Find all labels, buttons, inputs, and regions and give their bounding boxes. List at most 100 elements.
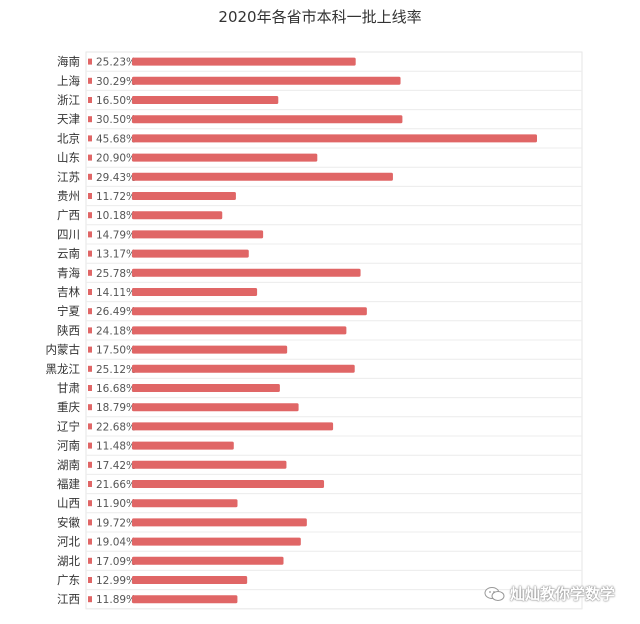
value-label: 45.68% [96,133,136,145]
bar [132,595,238,604]
bar [132,134,537,143]
value-label: 24.18% [96,325,136,337]
bar-marker [88,423,92,430]
category-label: 贵州 [57,189,80,203]
category-label: 福建 [57,477,80,491]
value-label: 25.12% [96,364,136,376]
bar [132,345,288,354]
bar [132,268,361,277]
bar-marker [88,557,92,564]
category-label: 重庆 [57,400,80,414]
value-label: 13.17% [96,249,136,261]
bar-marker [88,308,92,315]
value-label: 29.43% [96,172,136,184]
bar-marker [88,538,92,545]
bar-marker [88,346,92,353]
bar-marker [88,231,92,238]
bar-marker [88,154,92,161]
category-label: 广西 [57,208,80,222]
category-label: 湖南 [57,458,80,472]
bar-marker [88,461,92,468]
bar [132,403,299,412]
bar [132,364,355,373]
category-label: 山西 [57,496,80,510]
bar-marker [88,385,92,391]
category-label: 江苏 [57,170,80,184]
category-label: 天津 [57,112,80,126]
bar [132,211,223,220]
category-label: 广东 [57,573,80,587]
value-label: 22.68% [96,421,136,433]
value-label: 17.09% [96,556,136,568]
bar-marker [88,135,92,142]
value-label: 20.90% [96,153,136,165]
bar-marker [88,500,92,507]
bar [132,556,284,565]
bar-marker [88,116,92,123]
value-label: 14.79% [96,229,136,241]
value-label: 25.23% [96,57,136,69]
bar [132,115,403,124]
category-label: 四川 [57,227,80,241]
category-label: 吉林 [57,285,80,299]
bar [132,441,234,450]
watermark: 灿灿教你学数学 [484,583,615,604]
category-label: 安徽 [57,515,80,529]
value-label: 16.50% [96,95,136,107]
watermark-text: 灿灿教你学数学 [510,585,616,603]
value-label: 17.50% [96,345,136,357]
value-label: 10.18% [96,210,136,222]
bar [132,460,287,469]
category-label: 陕西 [57,323,80,337]
bar [132,307,367,316]
value-label: 30.50% [96,114,136,126]
bar [132,422,334,431]
category-label: 北京 [57,131,80,145]
value-label: 11.89% [96,594,136,606]
bar-marker [88,212,92,219]
bar-marker [88,365,92,372]
value-label: 12.99% [96,575,136,587]
category-label: 河南 [57,439,80,453]
value-label: 14.11% [96,287,136,299]
category-label: 宁夏 [57,304,80,318]
bar [132,518,307,527]
bar-marker [88,327,92,334]
category-label: 甘肃 [57,381,80,395]
category-label: 黑龙江 [46,362,81,376]
bar [132,76,401,85]
bar-marker [88,596,92,603]
category-label: 浙江 [57,93,80,107]
bar-marker [88,58,92,65]
value-label: 19.04% [96,537,136,549]
bar [132,249,249,258]
bar-marker [88,269,92,276]
bar-marker [88,289,92,295]
value-label: 21.66% [96,479,136,491]
bar-marker [88,97,92,103]
value-label: 18.79% [96,402,136,414]
bar [132,172,393,181]
category-label: 河北 [57,535,80,549]
bar [132,96,279,104]
bar [132,576,248,584]
value-label: 11.48% [96,441,136,453]
bar-marker [88,577,92,583]
bar-marker [88,173,92,180]
category-label: 海南 [57,55,80,69]
wechat-icon [484,586,506,602]
bar [132,288,258,296]
bar [132,57,356,66]
bar-marker [88,193,92,199]
bar-marker [88,519,92,526]
bar [132,230,264,239]
category-label: 上海 [57,74,80,88]
bar [132,326,347,335]
bar [132,384,280,392]
bar [132,153,318,162]
bar-marker [88,442,92,449]
category-label: 湖北 [57,554,80,568]
value-label: 30.29% [96,76,136,88]
category-label: 山东 [57,151,80,165]
category-label: 内蒙古 [46,343,81,357]
